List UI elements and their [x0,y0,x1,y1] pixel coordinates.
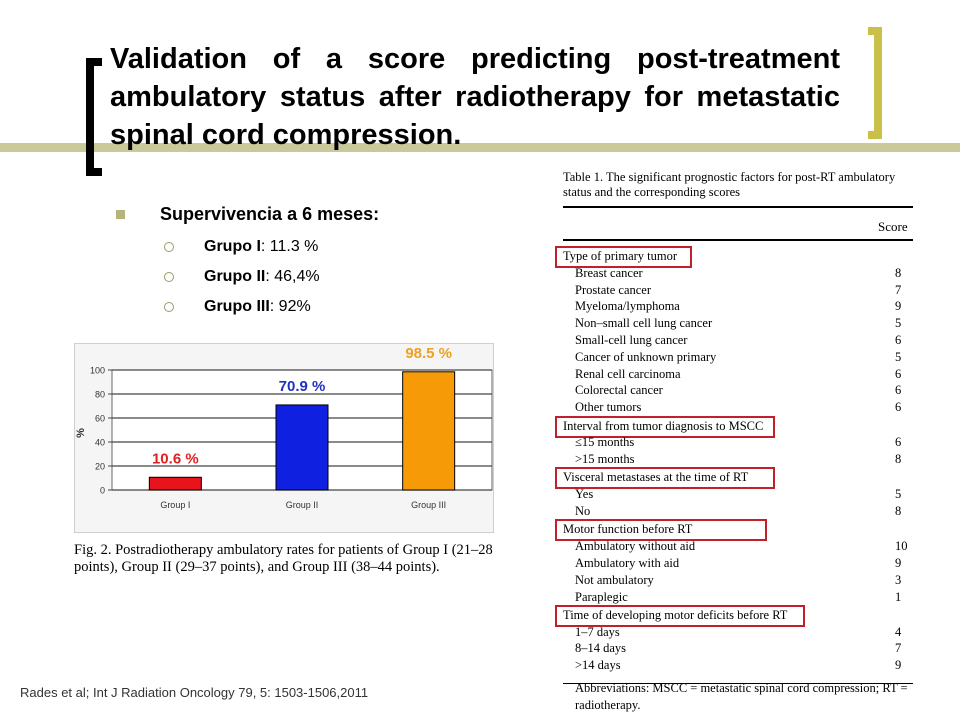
group-1-value: : 11.3 % [260,238,319,255]
group-1-label: Grupo I [204,238,261,255]
group-3-value: : 92% [269,298,311,315]
table-section-heading: Motor function before RT [563,522,693,537]
ring-bullet-icon [164,242,174,252]
table-row-label: Cancer of unknown primary [575,349,717,364]
bullet-main-text: Supervivencia a 6 meses: [160,204,380,224]
reference-citation: Rades et al; Int J Radiation Oncology 79… [20,685,369,700]
table-row-label: Breast cancer [575,265,643,280]
table-row-score: 6 [895,435,902,450]
table-top-rule [563,206,913,208]
title-underline-bar [0,143,960,152]
table-row-score: 9 [895,299,902,314]
bullet-square-icon [116,210,125,219]
table-row-score: 6 [895,400,902,415]
table-section-heading: Time of developing motor deficits before… [563,607,788,622]
table-row-score: 5 [895,349,902,364]
table-section-heading: Type of primary tumor [563,249,678,263]
table-row-label: 8–14 days [575,641,627,656]
chart-frame [74,343,494,533]
highlight-box [555,415,775,438]
table-row-score: 6 [895,383,902,398]
figure-caption: Fig. 2. Postradiotherapy ambulatory rate… [74,542,493,575]
ring-bullet-icon [164,272,174,282]
table-row-label: 1–7 days [575,624,620,639]
table-row-score: 6 [895,366,902,381]
ring-bullet-icon [164,302,174,312]
table-row-score: 1 [895,589,902,604]
table-row-score: 3 [895,572,902,587]
group-2-value: : 46,4% [265,268,320,285]
table-abbreviations: Abbreviations: MSCC = metastatic spinal … [575,681,908,712]
table-row-label: Renal cell carcinoma [575,366,681,381]
table-row-label: Small-cell lung cancer [575,333,688,347]
table-row-score: 9 [895,658,902,673]
right-bracket-decoration [868,27,882,139]
table-section-heading: Interval from tumor diagnosis to MSCC [563,418,764,433]
table-row-label: Paraplegic [575,589,628,604]
highlight-box [555,467,775,490]
table-row-score: 4 [895,624,902,639]
table-row-label: Ambulatory with aid [575,555,680,570]
table-row-score: 8 [895,504,902,518]
table-score-header: Score [878,219,908,234]
table-row-label: Yes [575,487,594,502]
table-row-score: 7 [895,282,902,297]
table-row-label: Not ambulatory [575,572,654,587]
table-row-label: Myeloma/lymphoma [575,299,680,314]
group-3-label: Grupo III [204,298,270,315]
table-row-score: 7 [895,641,902,656]
table-row-label: Prostate cancer [575,282,652,297]
slide-title: Validation of a score predicting post-tr… [110,43,840,151]
table-row-score: 5 [895,316,902,331]
table-row-score: 8 [895,265,902,280]
table-row-label: ≤15 months [575,435,635,450]
highlight-box [555,519,767,542]
table-row-score: 6 [895,333,902,347]
table-bottom-rule [563,682,913,684]
table-row-score: 9 [895,555,902,570]
table-caption: Table 1. The significant prognostic fact… [563,170,896,199]
left-bracket-decoration [86,58,102,176]
table-section-heading: Visceral metastases at the time of RT [563,470,749,485]
highlight-box [555,246,692,268]
table-row-score: 10 [895,539,908,554]
table-row-score: 8 [895,452,902,467]
table-row-label: Colorectal cancer [575,383,663,398]
table-row-label: Non–small cell lung cancer [575,316,713,331]
highlight-box [555,604,805,627]
table-row-label: Other tumors [575,400,642,415]
group-2-label: Grupo II [204,268,266,285]
table-row-label: No [575,504,591,518]
table-row-label: >15 months [575,452,635,467]
table-row-label: >14 days [575,658,621,673]
prognostic-factors-table: Table 1. The significant prognostic fact… [555,165,925,720]
table-header-rule [563,239,913,241]
table-row-score: 5 [895,487,902,502]
table-row-label: Ambulatory without aid [575,539,696,554]
